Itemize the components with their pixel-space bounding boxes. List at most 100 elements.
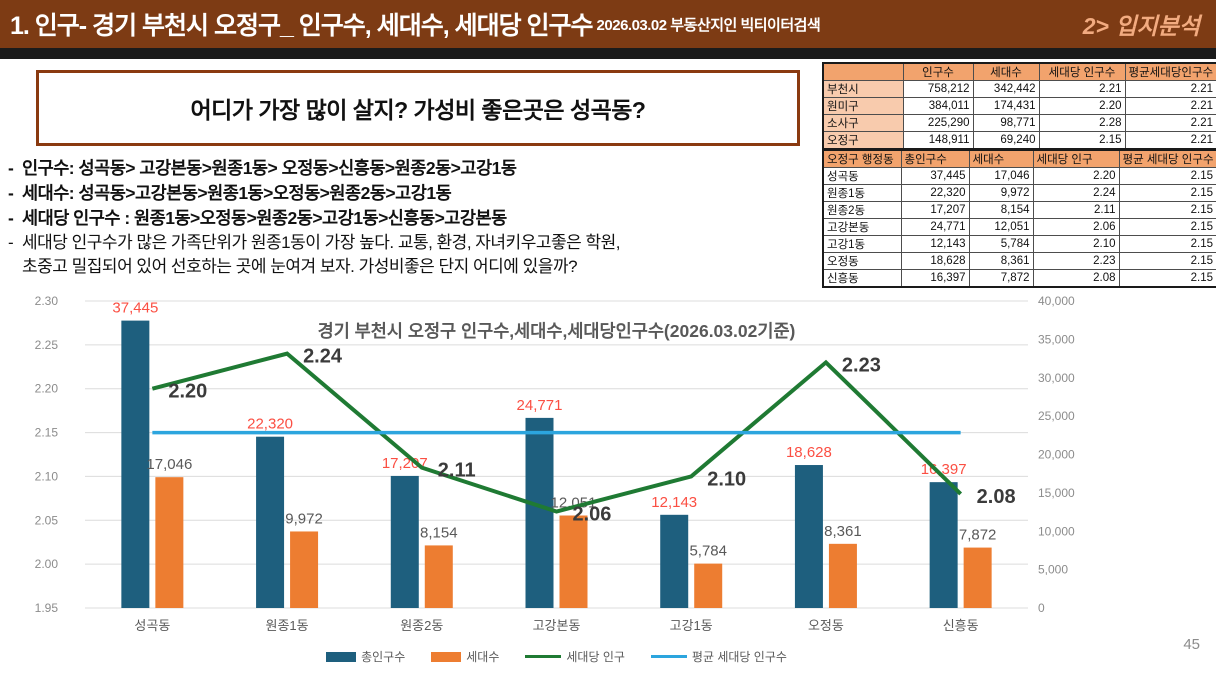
- line-value-label: 2.24: [303, 346, 343, 368]
- value-cell: 69,240: [972, 131, 1040, 150]
- left-axis-tick: 2.20: [35, 382, 59, 396]
- column-header: 오정구 행정동: [822, 149, 902, 168]
- table-row: 고강1동 12,143 5,784 2.10 2.15: [822, 235, 1216, 253]
- value-cell: 2.20: [1038, 97, 1126, 115]
- table-row: 소사구 225,290 98,771 2.28 2.21: [822, 114, 1216, 132]
- bar-value-label: 24,771: [517, 397, 563, 414]
- value-cell: 2.23: [1032, 252, 1120, 270]
- bullet-item: - 인구수: 성곡동> 고강본동>원종1동> 오정동>신흥동>원종2동>고강1동: [8, 156, 820, 180]
- x-axis-label: 오정동: [808, 618, 844, 633]
- column-header: [822, 62, 904, 81]
- column-header: 세대수: [972, 62, 1040, 81]
- bullet-dash: -: [8, 183, 14, 203]
- summary-table: 인구수 세대수 세대당 인구수 평균세대당인구수 부천시 758,212 342,442 2.…: [822, 62, 1216, 150]
- right-axis-tick: 35,000: [1038, 332, 1075, 346]
- legend-label: 세대수: [466, 650, 500, 664]
- value-cell: 2.15: [1118, 235, 1216, 253]
- bar-value-label: 12,051: [551, 495, 597, 512]
- right-axis-tick: 15,000: [1038, 486, 1075, 500]
- bullet-item: - 세대당 인구수가 많은 가족단위가 원종1동이 가장 높다. 교통, 환경, …: [8, 231, 820, 279]
- value-cell: 22,320: [900, 184, 970, 202]
- bar-총인구수: [121, 320, 150, 608]
- value-cell: 384,011: [902, 97, 974, 115]
- value-cell: 2.21: [1124, 131, 1216, 150]
- legend-item: 평균 세대당 인구수: [650, 648, 787, 665]
- value-cell: 24,771: [900, 218, 970, 236]
- value-cell: 2.21: [1124, 97, 1216, 115]
- row-label-cell: 소사구: [822, 114, 904, 132]
- bar-총인구수: [525, 417, 554, 608]
- bar-총인구수: [256, 436, 285, 608]
- legend-label: 세대당 인구: [566, 650, 625, 664]
- bar-총인구수: [929, 482, 958, 608]
- chart-legend: 총인구수 세대수 세대당 인구 평균 세대당 인구수: [85, 648, 1028, 665]
- value-cell: 174,431: [972, 97, 1040, 115]
- line-value-label: 2.23: [842, 354, 881, 376]
- bar-세대수: [963, 547, 992, 608]
- title-subtext: 2026.03.02 부동산지인 빅티이터검색: [596, 16, 821, 34]
- row-label-cell: 고강본동: [822, 218, 902, 236]
- bar-value-label: 8,361: [824, 523, 862, 540]
- value-cell: 17,207: [900, 201, 970, 219]
- value-cell: 2.21: [1038, 80, 1126, 98]
- value-cell: 2.21: [1124, 114, 1216, 132]
- left-axis-tick: 2.10: [35, 469, 59, 483]
- value-cell: 2.15: [1118, 252, 1216, 270]
- table-header-row: 인구수 세대수 세대당 인구수 평균세대당인구수: [822, 62, 1216, 81]
- bar-세대수: [424, 545, 453, 608]
- value-cell: 2.15: [1118, 167, 1216, 185]
- table-row: 신흥동 16,397 7,872 2.08 2.15: [822, 269, 1216, 288]
- value-cell: 2.15: [1118, 218, 1216, 236]
- legend-label: 평균 세대당 인구수: [691, 650, 787, 664]
- column-header: 총인구수: [900, 149, 970, 168]
- bar-총인구수: [660, 514, 689, 608]
- bullet-dash: -: [8, 233, 14, 252]
- right-axis-tick: 5,000: [1038, 563, 1068, 577]
- legend-label: 총인구수: [361, 650, 406, 664]
- bar-value-label: 17,207: [382, 455, 428, 472]
- line-value-label: 2.08: [977, 486, 1016, 508]
- bar-value-label: 17,046: [146, 456, 192, 473]
- left-axis-tick: 1.95: [35, 601, 59, 615]
- row-label-cell: 고강1동: [822, 235, 902, 253]
- legend-bar-swatch-icon: [431, 651, 462, 662]
- column-header: 평균세대당인구수: [1124, 62, 1216, 81]
- table-row: 원미구 384,011 174,431 2.20 2.21: [822, 97, 1216, 115]
- table-row: 원종2동 17,207 8,154 2.11 2.15: [822, 201, 1216, 219]
- value-cell: 12,051: [968, 218, 1034, 236]
- table-row: 원종1동 22,320 9,972 2.24 2.15: [822, 184, 1216, 202]
- row-label-cell: 오정동: [822, 252, 902, 270]
- table-row: 부천시 758,212 342,442 2.21 2.21: [822, 80, 1216, 98]
- value-cell: 2.15: [1118, 269, 1216, 288]
- row-label-cell: 원미구: [822, 97, 904, 115]
- value-cell: 2.06: [1032, 218, 1120, 236]
- x-axis-label: 고강본동: [533, 618, 581, 633]
- bullet-text: 인구수: 성곡동> 고강본동>원종1동> 오정동>신흥동>원종2동>고강1동: [22, 158, 517, 178]
- bar-value-label: 12,143: [651, 494, 697, 511]
- right-axis-tick: 10,000: [1038, 524, 1075, 538]
- right-axis-tick: 20,000: [1038, 448, 1075, 462]
- bar-value-label: 7,872: [959, 527, 997, 544]
- row-label-cell: 신흥동: [822, 269, 902, 288]
- bullet-text: 세대수: 성곡동>고강본동>원종1동>오정동>원종2동>고강1동: [22, 183, 452, 203]
- table-header-row: 오정구 행정동 총인구수 세대수 세대당 인구 평균 세대당 인구수: [822, 149, 1216, 168]
- value-cell: 16,397: [900, 269, 970, 288]
- divider-bar: [0, 48, 1216, 59]
- title-bar: 1. 인구- 경기 부천시 오정구_ 인구수, 세대수, 세대당 인구수 202…: [0, 0, 1216, 48]
- table-row: 성곡동 37,445 17,046 2.20 2.15: [822, 167, 1216, 185]
- row-label-cell: 부천시: [822, 80, 904, 98]
- row-label-cell: 원종1동: [822, 184, 902, 202]
- value-cell: 8,154: [968, 201, 1034, 219]
- bullet-text: 세대당 인구수 : 원종1동>오정동>원종2동>고강1동>신흥동>고강본동: [22, 208, 507, 228]
- value-cell: 2.10: [1032, 235, 1120, 253]
- value-cell: 17,046: [968, 167, 1034, 185]
- legend-item: 세대수: [431, 648, 499, 665]
- value-cell: 2.24: [1032, 184, 1120, 202]
- right-axis-tick: 25,000: [1038, 409, 1075, 423]
- value-cell: 758,212: [902, 80, 974, 98]
- left-axis-tick: 2.15: [35, 426, 59, 440]
- value-cell: 7,872: [968, 269, 1034, 288]
- line-value-label: 2.20: [168, 381, 207, 403]
- x-axis-label: 원종1동: [266, 618, 309, 633]
